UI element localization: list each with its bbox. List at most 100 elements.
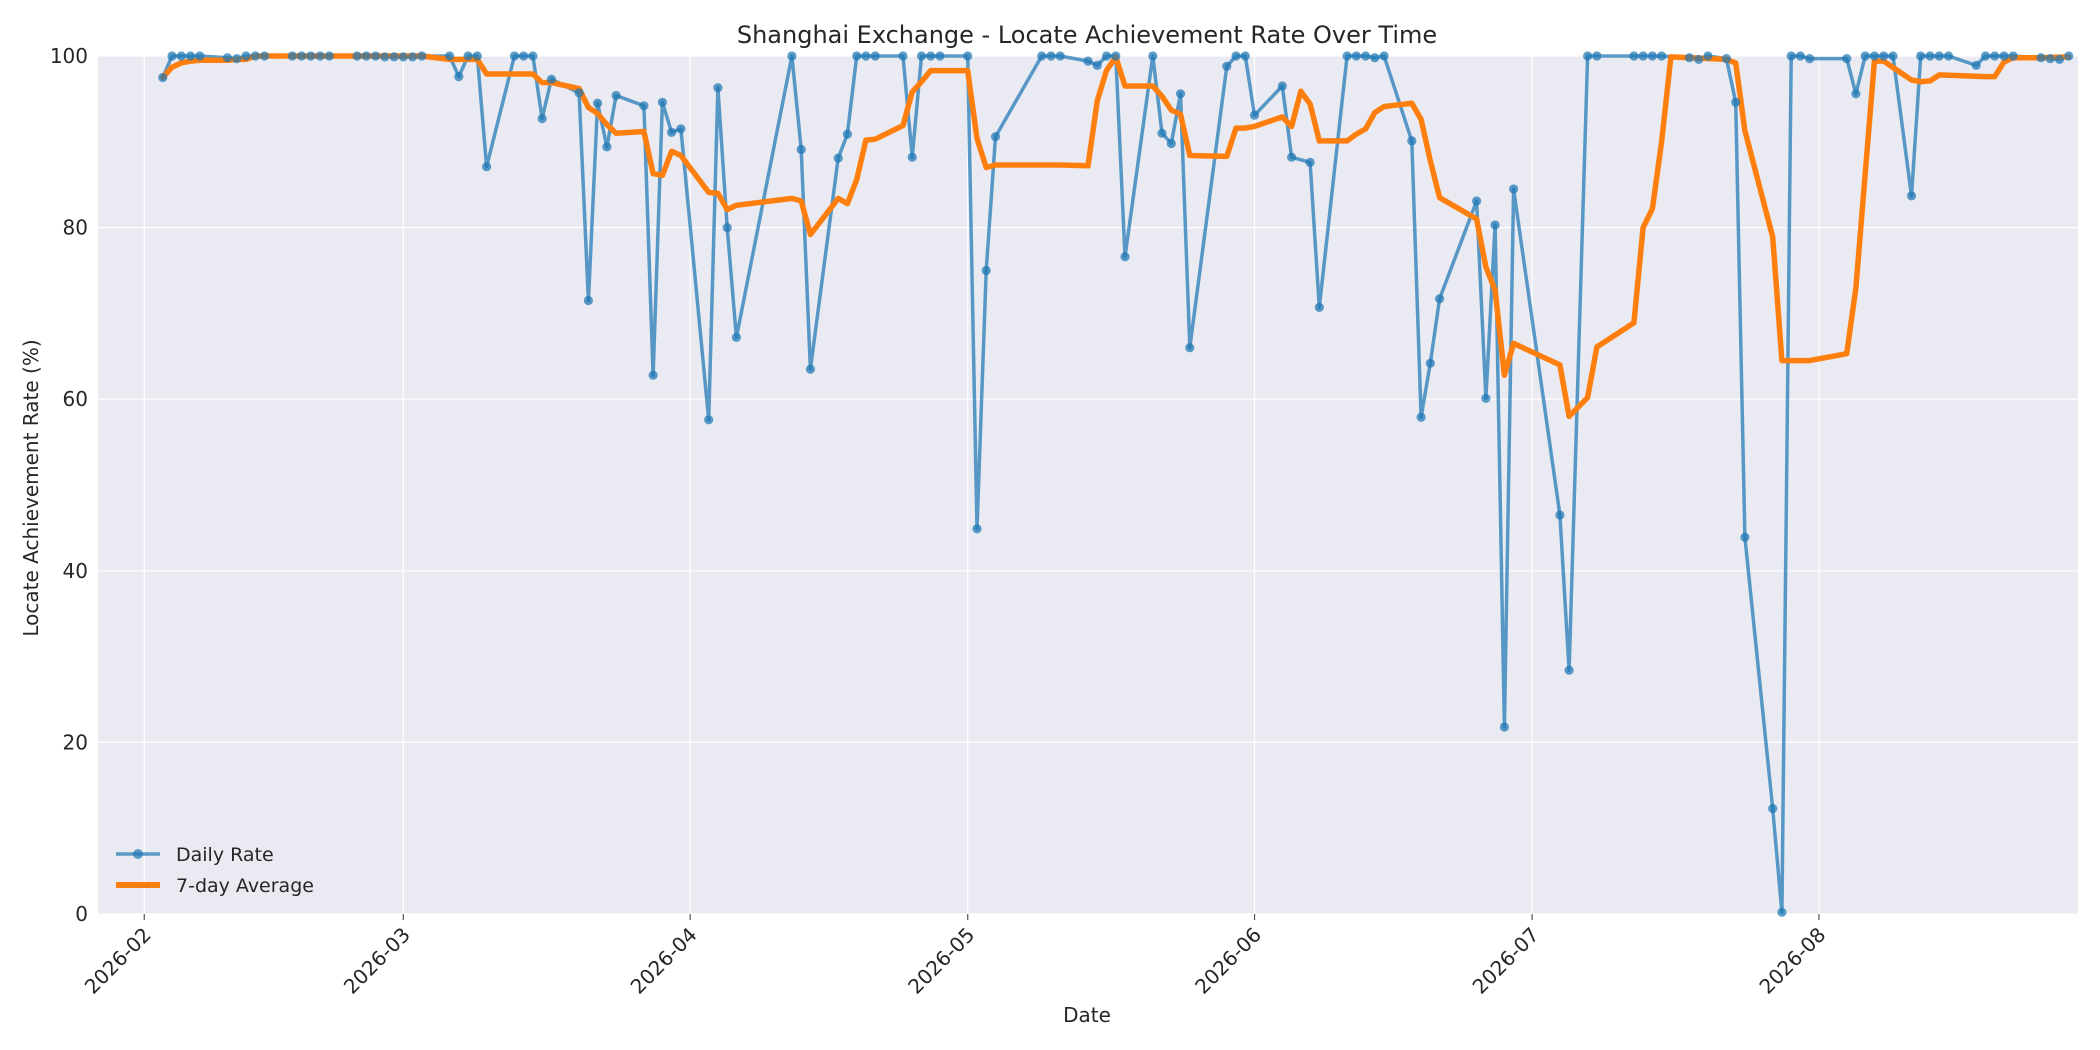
- daily-rate-point: [1583, 51, 1593, 61]
- daily-rate-point: [981, 265, 991, 276]
- daily-rate-point: [417, 51, 427, 61]
- daily-rate-point: [787, 51, 797, 61]
- daily-rate-point: [519, 51, 529, 61]
- y-tick-label: 0: [75, 902, 88, 926]
- daily-rate-point: [2036, 53, 2046, 63]
- daily-rate-point: [167, 51, 177, 61]
- daily-rate-point: [796, 144, 806, 155]
- daily-rate-point: [1481, 393, 1491, 403]
- y-tick-label: 40: [63, 559, 88, 583]
- daily-rate-point: [1175, 89, 1186, 99]
- daily-rate-point: [1379, 51, 1389, 61]
- daily-rate-point: [1657, 51, 1667, 61]
- daily-rate-point: [1906, 191, 1917, 201]
- daily-rate-point: [1287, 152, 1297, 162]
- daily-rate-point: [528, 51, 538, 61]
- daily-rate-point: [1703, 51, 1713, 61]
- daily-rate-point: [1916, 51, 1926, 61]
- daily-rate-point: [1555, 510, 1565, 520]
- daily-rate-point: [546, 74, 557, 84]
- daily-rate-point: [1629, 51, 1639, 61]
- daily-rate-point: [611, 90, 621, 101]
- daily-rate-point: [482, 162, 492, 172]
- daily-rate-point: [1370, 53, 1380, 63]
- daily-rate-point: [1851, 89, 1861, 99]
- daily-rate-point: [1055, 51, 1065, 61]
- daily-rate-point: [306, 51, 316, 61]
- daily-rate-point: [963, 51, 973, 61]
- daily-rate-point: [1472, 196, 1482, 206]
- daily-rate-point: [445, 51, 455, 61]
- daily-rate-point: [2008, 51, 2018, 61]
- daily-rate-point: [713, 83, 723, 93]
- daily-rate-point: [1888, 51, 1898, 61]
- daily-rate-point: [250, 51, 260, 61]
- y-tick-label: 80: [63, 216, 88, 240]
- y-tick-label: 100: [50, 44, 88, 68]
- daily-rate-point: [907, 152, 917, 162]
- daily-rate-point: [259, 51, 270, 61]
- daily-rate-point: [972, 524, 982, 534]
- daily-rate-point: [1768, 803, 1778, 814]
- daily-rate-point: [463, 51, 473, 61]
- daily-rate-point: [1166, 138, 1176, 149]
- daily-rate-point: [361, 51, 371, 61]
- chart-title: Shanghai Exchange - Locate Achievement R…: [737, 21, 1437, 49]
- series-lines: [158, 51, 2074, 917]
- plot-area: [98, 56, 2078, 914]
- daily-rate-point: [398, 52, 408, 62]
- daily-rate-point: [657, 97, 668, 107]
- daily-rate-point: [1305, 157, 1315, 167]
- daily-rate-point: [1361, 51, 1371, 61]
- daily-rate-point: [297, 51, 307, 61]
- daily-rate-point: [648, 370, 658, 380]
- daily-rate-point: [574, 88, 584, 98]
- daily-rate-point: [232, 54, 242, 64]
- daily-rate-point: [805, 364, 816, 374]
- y-axis-label: Locate Achievement Rate (%): [19, 339, 43, 636]
- daily-rate-point: [1083, 56, 1093, 66]
- daily-rate-point: [509, 51, 519, 61]
- daily-rate-point: [185, 51, 196, 61]
- grid-lines: [98, 55, 2078, 915]
- daily-rate-point: [1638, 51, 1648, 61]
- daily-rate-point: [1694, 54, 1704, 64]
- daily-rate-point: [1980, 51, 1991, 61]
- daily-rate-point: [667, 127, 677, 137]
- daily-rate-point: [1120, 252, 1130, 262]
- daily-rate-point: [1314, 302, 1324, 312]
- daily-rate-point: [639, 101, 649, 111]
- daily-rate-point: [1231, 51, 1241, 61]
- daily-rate-point: [1740, 532, 1750, 542]
- daily-rate-point: [1240, 51, 1250, 61]
- daily-rate-point: [926, 51, 936, 61]
- daily-rate-point: [1860, 51, 1870, 61]
- daily-rate-point: [1435, 294, 1445, 304]
- daily-rate-point: [241, 51, 251, 61]
- daily-rate-point: [1943, 51, 1954, 61]
- daily-rate-point: [1684, 53, 1694, 63]
- daily-rate-point: [1999, 51, 2009, 61]
- daily-rate-point: [158, 72, 168, 83]
- daily-rate-point: [1416, 412, 1426, 422]
- series-line-daily-rate: [161, 54, 2071, 915]
- daily-rate-point: [935, 51, 945, 61]
- legend-average-label: 7-day Average: [176, 875, 314, 897]
- daily-rate-point: [676, 124, 686, 134]
- daily-rate-point: [1934, 51, 1944, 61]
- daily-rate-point: [1731, 97, 1741, 107]
- legend-daily-label: Daily Rate: [176, 844, 274, 866]
- daily-rate-point: [352, 51, 362, 61]
- daily-rate-point: [1777, 907, 1787, 917]
- daily-rate-point: [1869, 51, 1879, 61]
- daily-rate-point: [1925, 51, 1935, 61]
- daily-rate-point: [1721, 54, 1731, 64]
- daily-rate-point: [1499, 722, 1509, 732]
- daily-rate-point: [1249, 110, 1260, 120]
- legend: Daily Rate 7-day Average: [116, 844, 314, 897]
- daily-rate-point: [1490, 220, 1500, 230]
- daily-rate-point: [583, 295, 594, 306]
- daily-rate-point: [2064, 51, 2074, 61]
- y-tick-label: 60: [63, 387, 88, 411]
